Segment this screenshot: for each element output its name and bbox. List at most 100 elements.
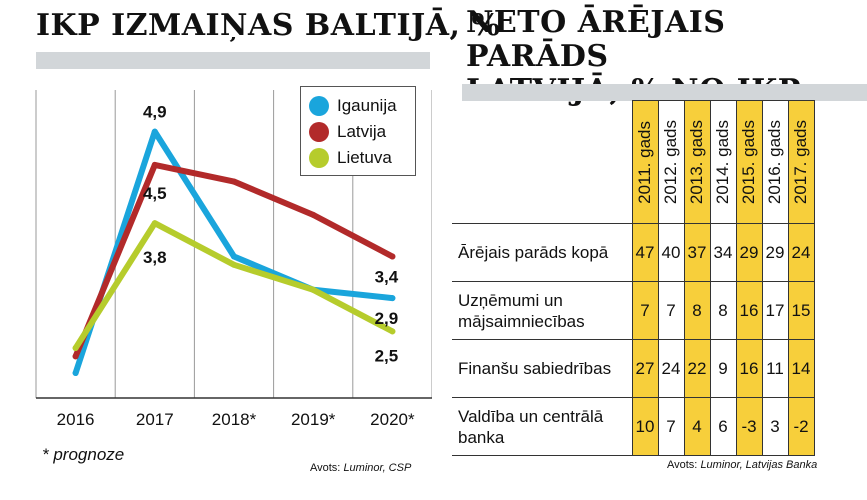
table-cell: 15 xyxy=(787,281,815,340)
table-cell: 16 xyxy=(735,281,763,340)
year-header: 2012. gads xyxy=(657,100,685,224)
end-value-label: 2,9 xyxy=(375,309,399,328)
debt-title-line1: NETO ĀRĒJAIS PARĀDS xyxy=(466,5,726,74)
table-cell: 3 xyxy=(761,397,789,456)
data-point xyxy=(231,178,237,185)
legend-label: Lietuva xyxy=(337,148,392,167)
year-header-label: 2017. gads xyxy=(791,119,810,205)
table-cell: 22 xyxy=(683,339,711,398)
x-tick-label: 2017 xyxy=(136,410,174,429)
data-point xyxy=(310,286,317,293)
debt-source-note: Avots: Luminor, Latvijas Banka xyxy=(667,459,817,471)
row-label: Finanšu sabiedrības xyxy=(452,339,633,398)
forecast-footnote: * prognoze xyxy=(42,445,125,464)
year-header: 2015. gads xyxy=(735,100,763,224)
end-value-label: 2,5 xyxy=(375,346,399,365)
year-header: 2014. gads xyxy=(709,100,737,224)
year-header-label: 2016. gads xyxy=(765,119,784,205)
year-header-row: 2011. gads 2012. gads 2013. gads 2014. gads… xyxy=(452,100,815,224)
table-cell: 14 xyxy=(787,339,815,398)
year-header: 2011. gads xyxy=(631,100,659,224)
year-header-label: 2011. gads xyxy=(635,120,654,204)
series-line-latvija xyxy=(72,161,396,360)
data-point xyxy=(151,128,158,135)
table-cell: 24 xyxy=(657,339,685,398)
peak-value-label: 4,5 xyxy=(143,184,167,203)
table-cell: 7 xyxy=(631,281,659,340)
debt-table-panel: NETO ĀRĒJAIS PARĀDS LATVIJĀ, % NO IKP 20… xyxy=(452,0,867,500)
table-row: Ārējais parāds kopā 47 40 37 34 29 29 24 xyxy=(452,223,815,282)
legend-item: Latvija xyxy=(309,119,407,145)
legend-item: Igaunija xyxy=(309,93,407,119)
table-title-band xyxy=(462,84,867,101)
data-point xyxy=(389,328,396,335)
row-label: Ārējais parāds kopā xyxy=(452,223,633,282)
year-header: 2013. gads xyxy=(683,100,711,224)
table-cell: 37 xyxy=(683,223,711,282)
year-header: 2016. gads xyxy=(761,100,789,224)
data-point xyxy=(151,220,158,227)
data-point xyxy=(389,253,396,260)
x-tick-label: 2016 xyxy=(57,410,95,429)
table-cell: 16 xyxy=(735,339,763,398)
gdp-source-value: Luminor, CSP xyxy=(343,462,412,474)
gdp-source-label: Avots: xyxy=(310,462,341,474)
end-value-label: 3,4 xyxy=(375,267,399,286)
gdp-chart-title: IKP IZMAIŅAS BALTIJĀ, % xyxy=(36,8,501,43)
year-header-label: 2013. gads xyxy=(687,119,706,205)
x-tick-label: 2018* xyxy=(212,410,257,429)
x-tick-label: 2020* xyxy=(370,410,415,429)
table-cell: -2 xyxy=(787,397,815,456)
table-cell: 34 xyxy=(709,223,737,282)
table-row: Valdība un centrālā banka 10 7 4 6 -3 3 -2 xyxy=(452,397,815,456)
legend-swatch-icon xyxy=(309,96,329,116)
gdp-source-note: Avots: Luminor, CSP xyxy=(310,462,411,474)
gdp-line-chart: 4,9 2,9 4,5 3,4 3,8 2,5 2016 2017 2018* 2019* 202… xyxy=(35,90,432,429)
table-cell: -3 xyxy=(735,397,763,456)
table-row: Finanšu sabiedrības 27 24 22 9 16 11 14 xyxy=(452,339,815,398)
table-row: Uzņēmumi un mājsaimniecības 7 7 8 8 16 17 15 xyxy=(452,281,815,340)
peak-value-label: 3,8 xyxy=(143,248,167,267)
data-point xyxy=(389,295,396,302)
year-header-label: 2015. gads xyxy=(739,119,758,205)
table-cell: 9 xyxy=(709,339,737,398)
title-divider-band xyxy=(36,52,430,69)
table-cell: 29 xyxy=(735,223,763,282)
legend-swatch-icon xyxy=(309,148,329,168)
table-cell: 11 xyxy=(761,339,789,398)
table-cell: 17 xyxy=(761,281,789,340)
debt-source-label: Avots: xyxy=(667,459,698,471)
table-cell: 40 xyxy=(657,223,685,282)
chart-legend: Igaunija Latvija Lietuva xyxy=(300,86,416,176)
table-corner xyxy=(452,100,633,224)
table-cell: 24 xyxy=(787,223,815,282)
peak-value-label: 4,9 xyxy=(143,103,167,122)
table-cell: 47 xyxy=(631,223,659,282)
data-point xyxy=(72,370,79,377)
table-cell: 6 xyxy=(709,397,737,456)
legend-swatch-icon xyxy=(309,122,329,142)
legend-label: Latvija xyxy=(337,122,387,141)
data-point xyxy=(231,261,237,268)
year-header: 2017. gads xyxy=(787,100,815,224)
data-point xyxy=(151,161,158,168)
table-cell: 8 xyxy=(683,281,711,340)
gdp-chart-panel: IKP IZMAIŅAS BALTIJĀ, % 4,9 2,9 4,5 3,4 3,8 2… xyxy=(0,0,500,500)
table-cell: 27 xyxy=(631,339,659,398)
table-cell: 8 xyxy=(709,281,737,340)
legend-item: Lietuva xyxy=(309,145,407,171)
data-point xyxy=(72,345,79,352)
x-tick-label: 2019* xyxy=(291,410,336,429)
table-cell: 10 xyxy=(631,397,659,456)
debt-table: 2011. gads 2012. gads 2013. gads 2014. gads… xyxy=(452,100,815,456)
table-cell: 7 xyxy=(657,397,685,456)
row-label: Uzņēmumi un mājsaimniecības xyxy=(452,281,633,340)
table-cell: 7 xyxy=(657,281,685,340)
row-label: Valdība un centrālā banka xyxy=(452,397,633,456)
data-point xyxy=(310,211,317,218)
table-cell: 4 xyxy=(683,397,711,456)
table-cell: 29 xyxy=(761,223,789,282)
year-header-label: 2014. gads xyxy=(713,119,732,205)
data-point xyxy=(72,353,79,360)
debt-source-value: Luminor, Latvijas Banka xyxy=(700,459,818,471)
